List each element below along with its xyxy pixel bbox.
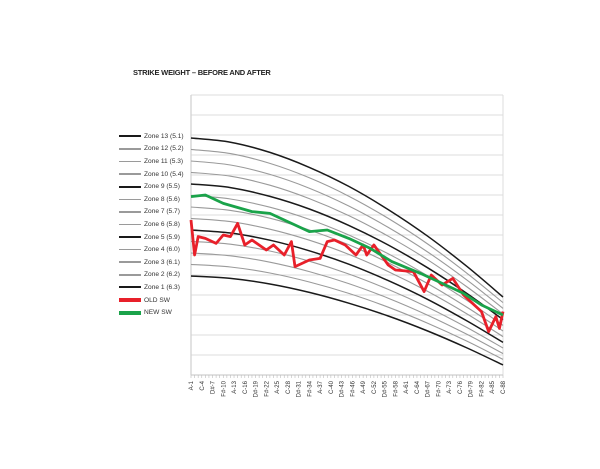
legend-item-zone: Zone 2 (6.2) xyxy=(119,269,184,282)
legend-item-zone: Zone 12 (5.2) xyxy=(119,143,184,156)
legend-swatch xyxy=(119,248,141,251)
legend-swatch xyxy=(119,185,141,188)
legend-swatch xyxy=(119,274,141,276)
legend: Zone 13 (5.1) Zone 12 (5.2) Zone 11 (5.3) Z… xyxy=(119,130,184,319)
x-tick-label: C-16 xyxy=(243,380,249,394)
legend-label: Zone 3 (6.1) xyxy=(144,258,180,266)
zone-line xyxy=(190,171,504,315)
zone-line xyxy=(190,263,504,360)
legend-swatch xyxy=(119,310,141,315)
x-tick-label: D#-67 xyxy=(426,380,432,397)
legend-item-new-sw: NEW SW xyxy=(119,306,184,319)
x-tick-label: C-76 xyxy=(458,380,464,394)
x-tick-label: F#-46 xyxy=(350,380,356,396)
x-tick-label: D#-79 xyxy=(469,380,475,397)
legend-label: Zone 9 (5.5) xyxy=(144,183,180,191)
legend-item-zone: Zone 7 (5.7) xyxy=(119,206,184,219)
x-tick-label: C-52 xyxy=(372,380,378,394)
legend-label: Zone 11 (5.3) xyxy=(144,157,184,165)
legend-label: OLD SW xyxy=(144,296,171,304)
legend-label: Zone 13 (5.1) xyxy=(144,132,184,140)
legend-label: Zone 5 (5.9) xyxy=(144,233,180,241)
legend-label: Zone 4 (6.0) xyxy=(144,246,180,254)
legend-swatch xyxy=(119,211,141,213)
legend-item-zone: Zone 8 (5.6) xyxy=(119,193,184,206)
x-tick-label: A-25 xyxy=(275,380,281,393)
x-tick-label: D#-19 xyxy=(254,380,260,397)
x-tick-label: C-40 xyxy=(329,380,335,394)
x-tick-label: D#-43 xyxy=(340,380,346,397)
x-tick-label: A-49 xyxy=(361,380,367,393)
legend-label: Zone 10 (5.4) xyxy=(144,170,184,178)
chart-title: STRIKE WEIGHT – BEFORE AND AFTER xyxy=(133,68,271,77)
zone-line xyxy=(190,148,504,304)
legend-swatch xyxy=(119,173,141,175)
x-tick-label: C-88 xyxy=(501,380,507,394)
legend-swatch xyxy=(119,198,141,201)
legend-swatch xyxy=(119,261,141,263)
legend-label: Zone 7 (5.7) xyxy=(144,208,180,216)
x-tick-label: A-73 xyxy=(447,380,453,393)
x-tick-label: F#-58 xyxy=(393,380,399,396)
legend-item-zone: Zone 3 (6.1) xyxy=(119,256,184,269)
zone-line xyxy=(190,217,504,338)
x-tick-label: C-4 xyxy=(200,380,206,390)
x-tick-label: F#-10 xyxy=(221,380,227,396)
legend-label: Zone 12 (5.2) xyxy=(144,145,184,153)
x-tick-label: A-1 xyxy=(189,380,195,390)
legend-swatch xyxy=(119,286,141,289)
legend-label: NEW SW xyxy=(144,309,172,317)
legend-item-zone: Zone 4 (6.0) xyxy=(119,243,184,256)
legend-item-zone: Zone 11 (5.3) xyxy=(119,155,184,168)
legend-swatch xyxy=(119,236,141,239)
zone-line xyxy=(190,183,504,321)
legend-swatch xyxy=(119,298,141,303)
x-tick-label: C-64 xyxy=(415,380,421,394)
legend-item-zone: Zone 13 (5.1) xyxy=(119,130,184,143)
zone-line xyxy=(190,206,504,332)
x-tick-label: F#-70 xyxy=(436,380,442,396)
legend-swatch xyxy=(119,223,141,226)
legend-label: Zone 6 (5.8) xyxy=(144,220,180,228)
x-tick-label: A-61 xyxy=(404,380,410,393)
x-tick-label: F#-34 xyxy=(307,380,313,396)
x-tick-label: D#-31 xyxy=(297,380,303,397)
zone-line xyxy=(190,275,504,366)
new-sw-line xyxy=(190,193,504,317)
zone-line xyxy=(190,160,504,309)
legend-item-old-sw: OLD SW xyxy=(119,294,184,307)
x-tick-label: A-85 xyxy=(490,380,496,393)
x-tick-label: F#-22 xyxy=(264,380,270,396)
zone-line xyxy=(190,252,504,355)
x-tick-label: F#-82 xyxy=(479,380,485,396)
legend-swatch xyxy=(119,135,141,138)
legend-item-zone: Zone 5 (5.9) xyxy=(119,231,184,244)
legend-swatch xyxy=(119,148,141,150)
x-tick-label: D#-7 xyxy=(211,380,217,394)
legend-item-zone: Zone 9 (5.5) xyxy=(119,180,184,193)
x-tick-label: C-28 xyxy=(286,380,292,394)
legend-swatch xyxy=(119,160,141,163)
legend-item-zone: Zone 10 (5.4) xyxy=(119,168,184,181)
x-tick-label: D#-55 xyxy=(383,380,389,397)
zone-line xyxy=(190,137,504,298)
x-tick-label: A-13 xyxy=(232,380,238,393)
zone-line xyxy=(190,194,504,326)
zone-line xyxy=(190,240,504,349)
legend-label: Zone 8 (5.6) xyxy=(144,195,180,203)
legend-item-zone: Zone 6 (5.8) xyxy=(119,218,184,231)
legend-item-zone: Zone 1 (6.3) xyxy=(119,281,184,294)
legend-label: Zone 1 (6.3) xyxy=(144,283,180,291)
legend-label: Zone 2 (6.2) xyxy=(144,271,180,279)
x-tick-label: A-37 xyxy=(318,380,324,393)
